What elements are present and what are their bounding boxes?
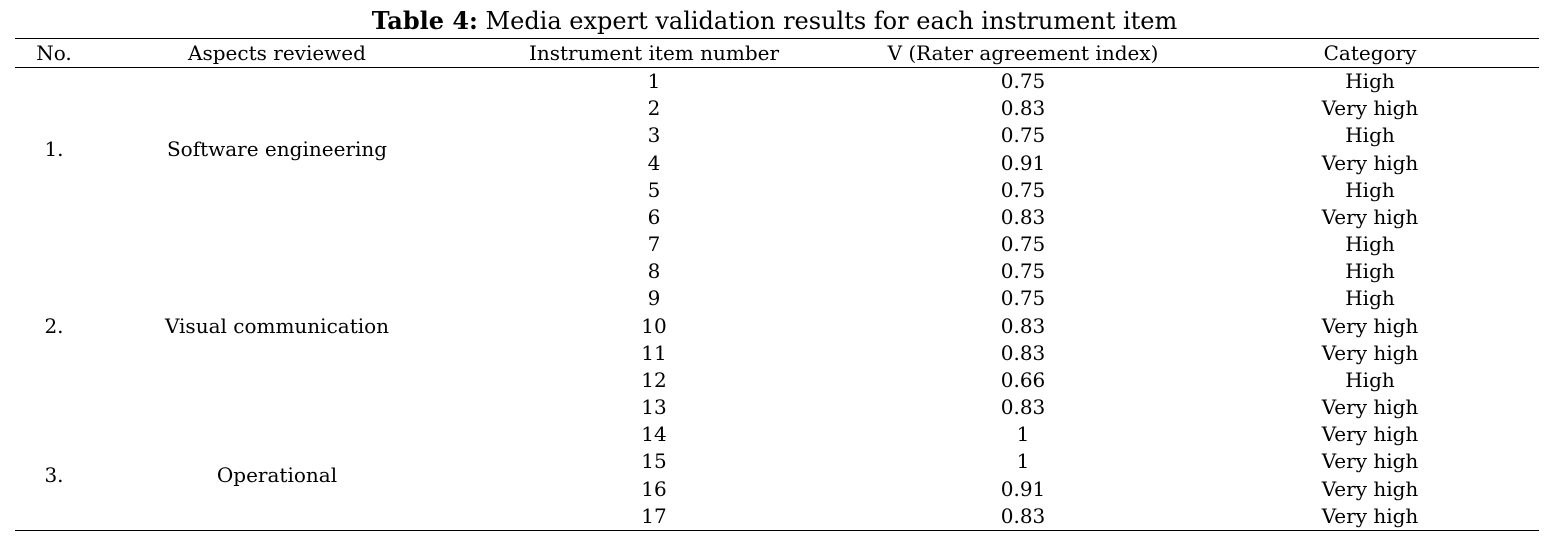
- v-value: 0.91: [1000, 476, 1046, 501]
- v-value: 0.83: [1000, 204, 1046, 229]
- table-row: 4 0.91 Very high: [0, 150, 1549, 177]
- item-number: 10: [641, 313, 667, 338]
- category-value: Very high: [1321, 150, 1419, 175]
- table-row: 8 0.75 High: [0, 258, 1549, 285]
- header-item-number: Instrument item number: [528, 41, 780, 65]
- item-number: 2: [647, 96, 661, 121]
- category-value: High: [1345, 259, 1395, 284]
- table-row: 17 0.83 Very high: [0, 503, 1549, 530]
- category-value: High: [1345, 367, 1395, 392]
- group-aspect: Visual communication: [164, 314, 390, 338]
- item-number: 13: [641, 395, 667, 420]
- table-row: 10 0.83 Very high: [0, 313, 1549, 340]
- v-value: 0.66: [1000, 367, 1046, 392]
- v-value: 0.83: [1000, 313, 1046, 338]
- header-no: No.: [36, 41, 72, 65]
- table-row: 15 1 Very high: [0, 448, 1549, 475]
- category-value: Very high: [1321, 340, 1419, 365]
- category-value: Very high: [1321, 449, 1419, 474]
- table-header-rule: [15, 67, 1539, 68]
- group-number: 3.: [44, 463, 64, 487]
- table-top-rule: [15, 38, 1539, 39]
- category-value: High: [1345, 69, 1395, 93]
- table-caption: Table 4: Media expert validation results…: [0, 6, 1549, 36]
- item-number: 3: [647, 123, 661, 148]
- v-value: 0.91: [1000, 150, 1046, 175]
- category-value: Very high: [1321, 96, 1419, 121]
- item-number: 5: [647, 177, 661, 202]
- v-value: 0.75: [1000, 123, 1046, 148]
- category-value: High: [1345, 232, 1395, 257]
- v-value: 1: [1016, 422, 1030, 447]
- item-number: 7: [647, 232, 661, 257]
- item-number: 11: [641, 340, 667, 365]
- v-value: 0.75: [1000, 286, 1046, 311]
- v-value: 0.75: [1000, 259, 1046, 284]
- category-value: Very high: [1321, 313, 1419, 338]
- header-category: Category: [1323, 41, 1417, 65]
- category-value: High: [1345, 286, 1395, 311]
- group-aspect: Operational: [216, 463, 338, 487]
- table-row: 13 0.83 Very high: [0, 394, 1549, 421]
- v-value: 0.75: [1000, 69, 1046, 93]
- v-value: 0.83: [1000, 340, 1046, 365]
- table-row: 3 0.75 High: [0, 122, 1549, 149]
- table-bottom-rule: [15, 530, 1539, 531]
- v-value: 0.83: [1000, 96, 1046, 121]
- item-number: 6: [647, 204, 661, 229]
- table-row: 5 0.75 High: [0, 177, 1549, 204]
- item-number: 16: [641, 476, 667, 501]
- category-value: Very high: [1321, 503, 1419, 528]
- item-number: 14: [641, 422, 667, 447]
- table-row: 9 0.75 High: [0, 285, 1549, 312]
- v-value: 0.75: [1000, 177, 1046, 202]
- v-value: 0.75: [1000, 232, 1046, 257]
- item-number: 12: [641, 367, 667, 392]
- category-value: Very high: [1321, 395, 1419, 420]
- group-number: 2.: [44, 314, 64, 338]
- table-row: 11 0.83 Very high: [0, 340, 1549, 367]
- table-row: 7 0.75 High: [0, 231, 1549, 258]
- group-number: 1.: [44, 137, 64, 161]
- caption-label: Table 4:: [371, 6, 478, 35]
- item-number: 17: [641, 503, 667, 528]
- item-number: 4: [647, 150, 661, 175]
- header-aspect: Aspects reviewed: [188, 41, 366, 65]
- table-row: 16 0.91 Very high: [0, 476, 1549, 503]
- table-row: 12 0.66 High: [0, 367, 1549, 394]
- category-value: Very high: [1321, 476, 1419, 501]
- item-number: 8: [647, 259, 661, 284]
- caption-text: Media expert validation results for each…: [477, 7, 1178, 35]
- group-aspect: Software engineering: [166, 137, 388, 161]
- table-header-row: No. Aspects reviewed Instrument item num…: [0, 40, 1549, 67]
- category-value: Very high: [1321, 422, 1419, 447]
- table-row: 6 0.83 Very high: [0, 204, 1549, 231]
- category-value: High: [1345, 177, 1395, 202]
- table-row: 2 0.83 Very high: [0, 95, 1549, 122]
- table-body: 1 0.75 High 2 0.83 Very high 3 0.75 High…: [0, 68, 1549, 530]
- table-row: 14 1 Very high: [0, 421, 1549, 448]
- category-value: High: [1345, 123, 1395, 148]
- v-value: 1: [1016, 449, 1030, 474]
- header-v-index: V (Rater agreement index): [887, 41, 1159, 65]
- v-value: 0.83: [1000, 503, 1046, 528]
- item-number: 9: [647, 286, 661, 311]
- item-number: 15: [641, 449, 667, 474]
- table-row: 1 0.75 High: [0, 68, 1549, 95]
- item-number: 1: [647, 69, 661, 93]
- category-value: Very high: [1321, 204, 1419, 229]
- v-value: 0.83: [1000, 395, 1046, 420]
